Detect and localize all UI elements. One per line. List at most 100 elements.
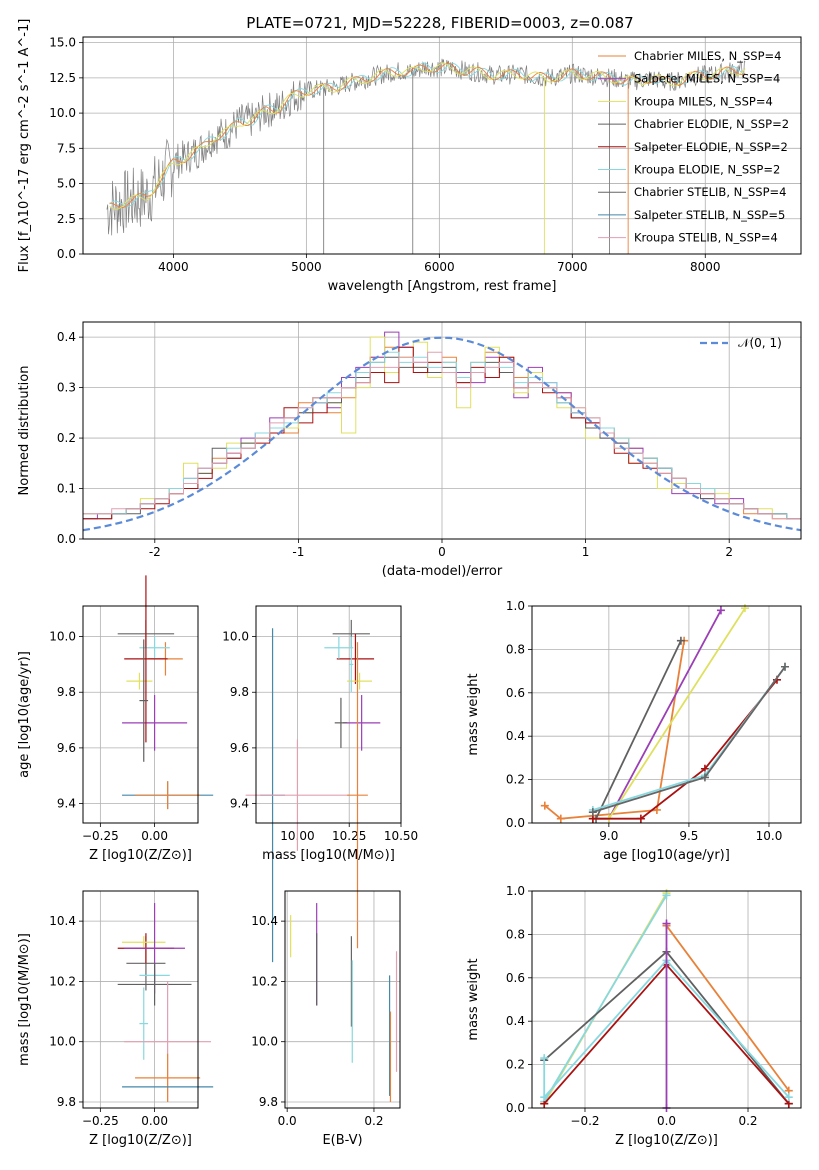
- y-tick-label: 0.2: [506, 773, 525, 787]
- y-tick-label: 1.0: [506, 884, 525, 898]
- y-tick-label: 9.6: [57, 741, 76, 755]
- z-mass-panel: −0.25 0.00 9.8 10.0 10.2 10.4 Z [log10(Z/Z⊙)] m…: [17, 890, 214, 1148]
- y-tick-label: 0.0: [506, 816, 525, 830]
- x-tick-label: −0.2: [570, 1114, 599, 1128]
- massweight-series: [595, 640, 682, 820]
- y-tick-label: 0.2: [57, 431, 76, 445]
- axes-frame: [531, 605, 802, 824]
- massweight-series: [592, 679, 778, 820]
- legend-label: Chabrier ELODIE, N_SSP=2: [634, 117, 789, 131]
- axes-frame: [82, 36, 802, 255]
- y-tick-label: 0.0: [57, 247, 76, 261]
- x-tick-label: 6000: [424, 260, 455, 274]
- y-tick-label: 0.4: [506, 1014, 525, 1028]
- data-marker: [784, 1093, 793, 1102]
- y-tick-label: 0.8: [506, 642, 525, 656]
- massweight-series: [592, 609, 722, 820]
- massweight-series: [544, 640, 685, 820]
- spectrum-panel: 4000 5000 6000 7000 8000 0.0 2.5 5.0 7.5 10.0 12.5…: [17, 19, 802, 294]
- data-marker: [700, 773, 709, 782]
- x-tick-label: 0.00: [141, 1114, 168, 1128]
- x-axis-label: Z [log10(Z/Z⊙)]: [89, 1133, 192, 1148]
- data-marker: [662, 891, 671, 900]
- x-tick-label: 0.0: [657, 1114, 676, 1128]
- y-tick-label: 10.2: [251, 974, 278, 988]
- x-axis-label: age [log10(age/yr)]: [603, 848, 730, 863]
- y-tick-label: 2.5: [57, 212, 76, 226]
- x-tick-label: 7000: [557, 260, 588, 274]
- y-tick-label: 9.8: [57, 1095, 76, 1109]
- data-marker: [780, 662, 789, 671]
- y-tick-label: 0.6: [506, 971, 525, 985]
- x-tick-label: 0.00: [141, 829, 168, 843]
- legend-label: Kroupa MILES, N_SSP=4: [634, 94, 773, 108]
- axes-frame: [531, 890, 802, 1109]
- x-tick-label: -2: [149, 545, 161, 559]
- x-tick-label: 10.25: [332, 829, 366, 843]
- x-axis-label: wavelength [Angstrom, rest frame]: [328, 279, 557, 294]
- y-tick-label: 7.5: [57, 141, 76, 155]
- legend-label: 𝒩(0, 1): [738, 336, 782, 350]
- y-tick-label: 12.5: [49, 71, 76, 85]
- massweight-series: [543, 894, 668, 1102]
- y-tick-label: 0.0: [506, 1101, 525, 1115]
- y-tick-label: 0.8: [506, 927, 525, 941]
- model-spectrum: [109, 62, 746, 209]
- data-marker: [716, 606, 725, 615]
- y-tick-label: 9.8: [259, 1095, 278, 1109]
- x-tick-label: 0.2: [364, 1114, 383, 1128]
- data-marker: [556, 814, 565, 823]
- legend-label: Kroupa ELODIE, N_SSP=2: [634, 163, 780, 177]
- x-tick-label: 4000: [158, 260, 189, 274]
- gaussian-curve: [82, 336, 802, 532]
- massweight-series: [665, 925, 790, 1092]
- y-tick-label: 10.2: [49, 974, 76, 988]
- axes-frame: [284, 890, 401, 1109]
- y-tick-label: 1.0: [506, 599, 525, 613]
- y-axis-label: mass [log10(M/M⊙)]: [17, 933, 32, 1066]
- y-tick-label: 10.0: [49, 1035, 76, 1049]
- y-axis-label: Normed distribution: [17, 366, 32, 496]
- x-tick-label: 10.0: [756, 829, 783, 843]
- y-axis-label: mass weight: [466, 673, 481, 755]
- y-tick-label: 0.3: [57, 381, 76, 395]
- axes-frame: [82, 890, 199, 1109]
- axes-frame: [255, 605, 402, 824]
- y-tick-label: 10.4: [49, 914, 76, 928]
- observed-spectrum: [106, 58, 746, 236]
- data-marker: [588, 808, 597, 817]
- model-spectrum: [109, 62, 746, 210]
- legend-label: Salpeter ELODIE, N_SSP=2: [634, 140, 788, 154]
- y-tick-label: 9.4: [230, 797, 249, 811]
- ebv-mass-panel: 0.0 0.2 9.8 10.0 10.2 10.4 E(B-V): [251, 890, 401, 1148]
- axes-frame: [82, 321, 802, 540]
- y-tick-label: 9.8: [57, 685, 76, 699]
- y-tick-label: 15.0: [49, 36, 76, 50]
- data-marker: [636, 814, 645, 823]
- x-tick-label: 10.50: [384, 829, 418, 843]
- residual-histogram-panel: -2 -1 0 1 2 0.0 0.1 0.2 0.3 0.4 (data-model)/error…: [17, 321, 802, 579]
- data-marker: [540, 1093, 549, 1102]
- x-tick-label: −0.25: [82, 829, 119, 843]
- y-tick-label: 9.6: [230, 741, 249, 755]
- massweight-series: [543, 959, 790, 1100]
- x-tick-label: 1: [582, 545, 590, 559]
- x-axis-label: E(B-V): [322, 1133, 362, 1148]
- age-massweight-panel: 9.0 9.5 10.0 0.0 0.2 0.4 0.6 0.8 1.0 age [log10(a…: [466, 599, 802, 863]
- y-tick-label: 0.2: [506, 1058, 525, 1072]
- model-spectrum: [109, 62, 746, 207]
- x-tick-label: −0.25: [82, 1114, 119, 1128]
- x-tick-label: 0.0: [278, 1114, 297, 1128]
- z-age-panel: −0.25 0.00 9.4 9.6 9.8 10.0 Z [log10(Z/Z⊙)] age…: [17, 575, 214, 863]
- data-marker: [662, 919, 671, 928]
- x-tick-label: 9.0: [599, 829, 618, 843]
- y-tick-label: 9.4: [57, 797, 76, 811]
- data-marker: [676, 636, 685, 645]
- x-tick-label: -1: [292, 545, 304, 559]
- legend-label: Salpeter MILES, N_SSP=4: [634, 72, 780, 86]
- y-tick-label: 10.4: [251, 914, 278, 928]
- x-tick-label: 8000: [690, 260, 721, 274]
- x-axis-label: Z [log10(Z/Z⊙)]: [89, 848, 192, 863]
- x-tick-label: 0.2: [738, 1114, 757, 1128]
- x-tick-label: 2: [725, 545, 733, 559]
